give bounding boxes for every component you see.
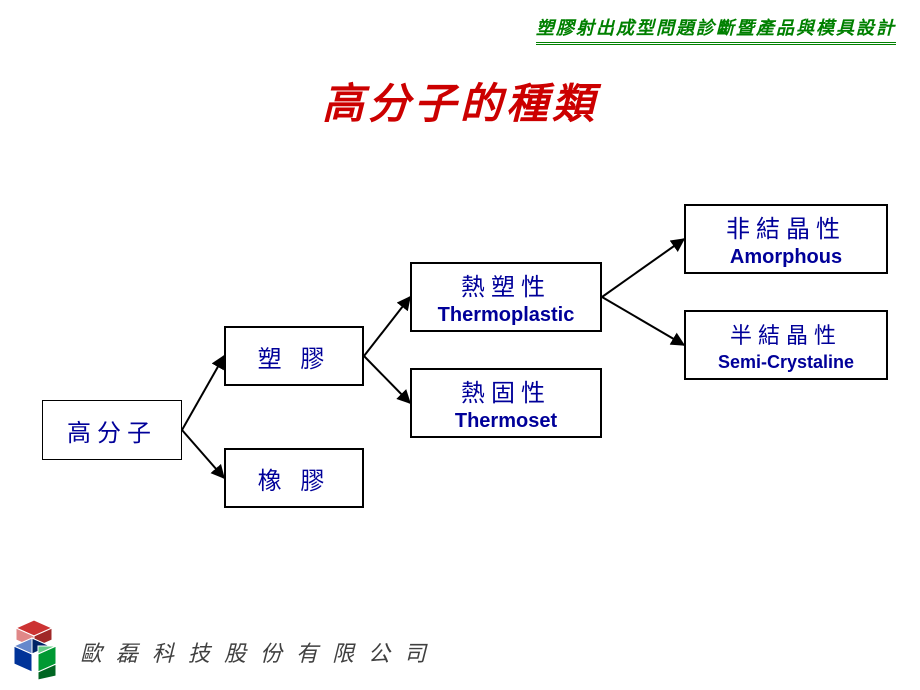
node-rubber: 橡 膠 <box>224 448 364 508</box>
node-polymer-label-cn: 高分子 <box>67 413 157 448</box>
node-semicrystal-label-en: Semi-Crystaline <box>718 352 854 373</box>
node-amorphous-label-cn: 非結晶性 <box>726 209 846 244</box>
node-semicrystal: 半結晶性Semi-Crystaline <box>684 310 888 380</box>
node-amorphous-label-en: Amorphous <box>730 246 842 269</box>
header-subtitle: 塑膠射出成型問題診斷暨產品與模具設計 <box>536 14 896 45</box>
page-title: 高分子的種類 <box>0 70 920 131</box>
node-thermoset-label-en: Thermoset <box>455 410 557 433</box>
node-plastic: 塑 膠 <box>224 326 364 386</box>
edge-plastic-thermoset <box>364 356 410 403</box>
node-thermoplastic: 熱塑性Thermoplastic <box>410 262 602 332</box>
node-rubber-label-cn: 橡 膠 <box>258 461 331 496</box>
edge-plastic-thermoplastic <box>364 297 410 356</box>
node-thermoset-label-cn: 熱固性 <box>461 373 551 408</box>
edge-polymer-plastic <box>182 356 224 430</box>
node-thermoset: 熱固性Thermoset <box>410 368 602 438</box>
node-thermoplastic-label-en: Thermoplastic <box>438 304 575 327</box>
edge-thermoplastic-amorphous <box>602 239 684 297</box>
node-plastic-label-cn: 塑 膠 <box>258 339 331 374</box>
node-thermoplastic-label-cn: 熱塑性 <box>461 267 551 302</box>
node-amorphous: 非結晶性Amorphous <box>684 204 888 274</box>
footer-company: 歐磊科技股份有限公司 <box>80 636 440 668</box>
edge-thermoplastic-semicrystal <box>602 297 684 345</box>
company-logo-icon <box>8 618 72 682</box>
node-semicrystal-label-cn: 半結晶性 <box>730 318 842 350</box>
node-polymer: 高分子 <box>42 400 182 460</box>
edge-polymer-rubber <box>182 430 224 478</box>
